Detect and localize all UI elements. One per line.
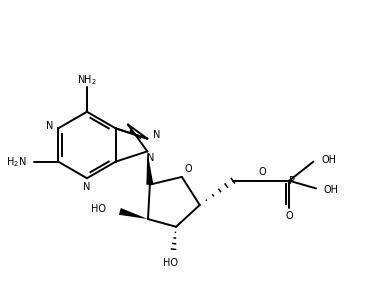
Text: N: N bbox=[83, 182, 91, 191]
Text: N: N bbox=[46, 121, 54, 131]
Text: O: O bbox=[285, 211, 293, 221]
Polygon shape bbox=[119, 208, 148, 219]
Text: NH$_2$: NH$_2$ bbox=[77, 73, 97, 87]
Text: HO: HO bbox=[163, 258, 179, 268]
Text: P: P bbox=[289, 176, 295, 186]
Polygon shape bbox=[147, 151, 153, 185]
Text: OH: OH bbox=[324, 185, 339, 195]
Text: N: N bbox=[153, 130, 160, 140]
Text: OH: OH bbox=[321, 155, 336, 165]
Text: O: O bbox=[259, 167, 266, 177]
Text: N: N bbox=[147, 153, 154, 163]
Text: H$_2$N: H$_2$N bbox=[6, 155, 26, 168]
Text: HO: HO bbox=[91, 204, 106, 214]
Text: O: O bbox=[185, 164, 192, 174]
